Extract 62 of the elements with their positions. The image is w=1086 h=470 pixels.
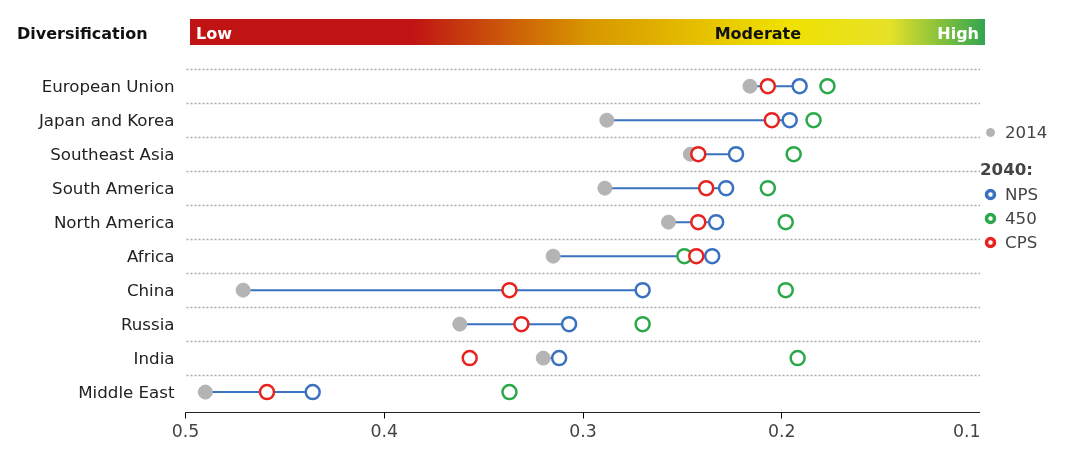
y-tick-label: Middle East bbox=[78, 382, 175, 402]
point bbox=[545, 248, 561, 264]
point bbox=[634, 281, 651, 299]
point bbox=[197, 384, 213, 400]
x-tick-label: 0.2 bbox=[767, 420, 796, 441]
text: Diversification bbox=[17, 23, 148, 45]
legend-label: 2014 bbox=[1005, 122, 1048, 142]
point bbox=[560, 315, 578, 333]
point bbox=[461, 349, 478, 367]
point bbox=[235, 282, 251, 298]
point bbox=[703, 247, 721, 265]
point bbox=[535, 350, 551, 366]
x-tick-label: 0.4 bbox=[370, 420, 399, 441]
legend-title: 2040: bbox=[980, 160, 1035, 179]
point bbox=[690, 213, 707, 231]
y-tick-label: European Union bbox=[41, 76, 175, 96]
y-tick-label: India bbox=[133, 348, 175, 368]
point bbox=[785, 145, 802, 163]
point bbox=[258, 383, 276, 401]
point bbox=[707, 213, 725, 231]
point bbox=[777, 213, 794, 231]
point bbox=[660, 214, 676, 230]
point bbox=[501, 281, 518, 299]
point bbox=[304, 383, 321, 401]
y-tick-label: North America bbox=[53, 212, 175, 232]
y-tick-label: Southeast Asia bbox=[50, 144, 175, 164]
x-tick-label: 0.5 bbox=[171, 420, 200, 441]
point bbox=[805, 111, 822, 129]
y-tick-label: Russia bbox=[120, 314, 175, 334]
y-tick-label: Japan and Korea bbox=[37, 110, 175, 130]
point bbox=[452, 316, 468, 332]
point bbox=[763, 111, 781, 129]
point bbox=[777, 281, 794, 299]
point bbox=[634, 315, 651, 333]
point bbox=[819, 77, 836, 95]
point bbox=[688, 247, 705, 265]
point bbox=[781, 111, 798, 129]
x-tick-label: 0.1 bbox=[952, 420, 981, 441]
point bbox=[727, 145, 745, 163]
y-tick-label: China bbox=[126, 280, 175, 300]
point bbox=[690, 145, 707, 163]
point bbox=[717, 179, 735, 197]
point bbox=[597, 180, 613, 196]
point bbox=[697, 179, 715, 197]
legend-label: CPS bbox=[1005, 232, 1038, 252]
legend-label: 450 bbox=[1005, 208, 1037, 228]
text: Low bbox=[196, 23, 232, 45]
x-tick-label: 0.3 bbox=[569, 420, 597, 441]
point bbox=[742, 78, 758, 94]
legend-label: NPS bbox=[1005, 184, 1039, 204]
text: Moderate bbox=[714, 23, 802, 45]
point bbox=[759, 77, 777, 95]
point bbox=[550, 349, 568, 367]
point bbox=[513, 315, 530, 333]
point bbox=[501, 383, 518, 401]
y-tick-label: South America bbox=[52, 178, 175, 198]
point bbox=[599, 112, 615, 128]
point bbox=[791, 77, 808, 95]
text: High bbox=[937, 23, 979, 45]
point bbox=[759, 179, 777, 197]
y-tick-label: Africa bbox=[127, 246, 175, 266]
point bbox=[789, 349, 806, 367]
